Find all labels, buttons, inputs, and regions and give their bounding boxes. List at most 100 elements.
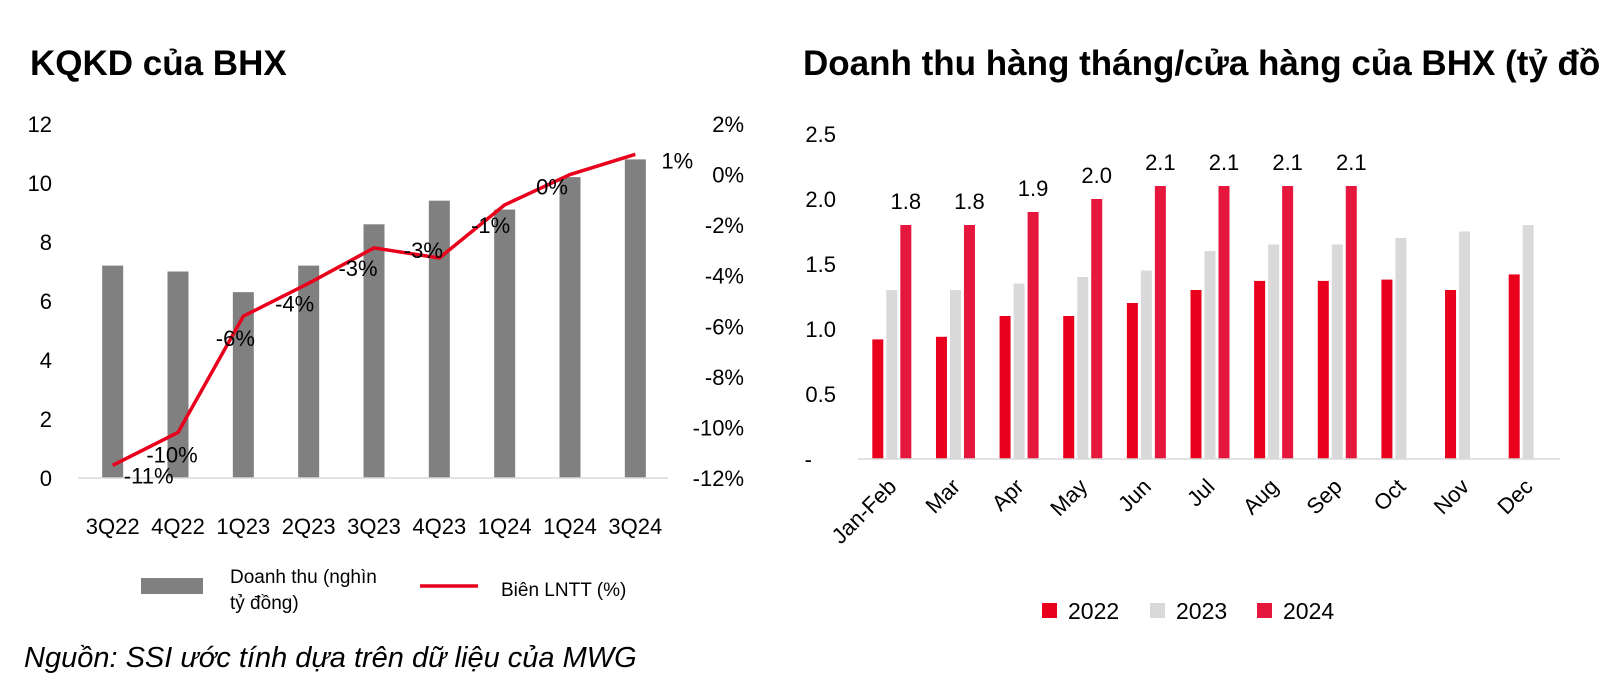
- y-tick-label: 0.5: [805, 382, 836, 407]
- bar-2022: [1317, 280, 1329, 459]
- y-tick-label: 2.5: [805, 122, 836, 147]
- margin-data-labels: -11%-10% -6% -4% -3% -3% -1% 0% 1%: [124, 148, 693, 488]
- bar-2022: [872, 339, 884, 459]
- right-y-axis: -12% -10% -8% -6% -4% -2% 0% 2%: [693, 112, 744, 491]
- bar-2024: [1027, 212, 1039, 459]
- legend-swatch-2024: [1257, 603, 1272, 618]
- x-tick-label: 2Q23: [282, 514, 336, 539]
- left-chart-title: KQKD của BHX: [30, 44, 287, 83]
- bar-2024: [1218, 186, 1230, 459]
- revenue-bar: [102, 265, 124, 478]
- margin-data-label: -11%: [124, 463, 174, 488]
- bar-2024: [1154, 186, 1166, 459]
- margin-data-label: 1%: [661, 148, 693, 173]
- y-right-tick-label: -6%: [705, 314, 744, 339]
- x-tick-label: Dec: [1492, 474, 1537, 519]
- x-tick-label: 4Q22: [151, 514, 205, 539]
- legend-swatch-2023: [1150, 603, 1165, 618]
- y-left-tick-label: 8: [40, 230, 52, 255]
- y-right-tick-label: -10%: [693, 415, 744, 440]
- revenue-bar: [363, 224, 385, 478]
- monthly-data-labels: 1.8 1.8 1.9 2.0 2.1 2.1 2.1 2.1: [891, 150, 1367, 214]
- data-label-2024: 2.1: [1272, 150, 1303, 175]
- data-label-2024: 1.8: [954, 189, 985, 214]
- bar-2022: [1190, 290, 1202, 459]
- x-tick-label: 4Q23: [412, 514, 466, 539]
- x-tick-label: Sep: [1301, 474, 1346, 519]
- legend-label-revenue-line2: tỷ đồng): [230, 593, 299, 614]
- legend-label-2023: 2023: [1176, 598, 1227, 624]
- right-chart-y-axis: - 0.5 1.0 1.5 2.0 2.5: [805, 122, 836, 472]
- right-chart-title: Doanh thu hàng tháng/cửa hàng của BHX (t…: [803, 44, 1600, 83]
- x-tick-label: Jun: [1113, 474, 1156, 517]
- legend-label-margin: Biên LNTT (%): [501, 580, 626, 601]
- bar-2023: [1522, 225, 1534, 459]
- monthly-bars: [872, 186, 1534, 459]
- x-tick-label: May: [1045, 474, 1092, 521]
- x-tick-label: 1Q24: [478, 514, 532, 539]
- x-tick-label: 1Q24: [543, 514, 597, 539]
- y-right-tick-label: -8%: [705, 365, 744, 390]
- revenue-bar: [232, 292, 254, 478]
- bar-2023: [1013, 283, 1025, 459]
- margin-line: [111, 152, 636, 467]
- x-tick-label: Apr: [987, 474, 1029, 516]
- bar-2023: [1459, 231, 1471, 459]
- left-x-axis: 3Q22 4Q22 1Q23 2Q23 3Q23 4Q23 1Q24 1Q24 3Q24: [86, 514, 662, 539]
- margin-data-label: -1%: [471, 213, 510, 238]
- bar-2022: [999, 316, 1011, 459]
- bar-2023: [1077, 277, 1089, 459]
- bar-2023: [1140, 270, 1152, 459]
- bar-2022: [1381, 279, 1393, 459]
- bar-2024: [1282, 186, 1294, 459]
- x-tick-label: 3Q23: [347, 514, 401, 539]
- y-left-tick-label: 10: [28, 171, 52, 196]
- y-right-tick-label: -12%: [693, 466, 744, 491]
- x-tick-label: 1Q23: [216, 514, 270, 539]
- x-tick-label: Jan-Feb: [827, 474, 902, 549]
- y-tick-label: 2.0: [805, 187, 836, 212]
- left-y-axis: 0 2 4 6 8 10 12: [28, 112, 52, 491]
- revenue-bar: [298, 265, 320, 478]
- y-right-tick-label: 0%: [712, 163, 744, 188]
- margin-data-label: 0%: [536, 175, 568, 200]
- x-tick-label: Nov: [1429, 474, 1474, 519]
- bar-2023: [886, 290, 898, 459]
- legend-label-2024: 2024: [1283, 598, 1334, 624]
- y-left-tick-label: 12: [28, 112, 52, 137]
- data-label-2024: 2.1: [1209, 150, 1240, 175]
- data-label-2024: 1.8: [891, 189, 922, 214]
- y-tick-label: 1.5: [805, 252, 836, 277]
- legend-label-revenue-line1: Doanh thu (nghìn: [230, 567, 377, 588]
- bar-2022: [1445, 290, 1457, 459]
- margin-data-label: -4%: [275, 291, 314, 316]
- bar-2024: [900, 225, 912, 459]
- data-label-2024: 2.1: [1145, 150, 1176, 175]
- y-tick-label: -: [805, 447, 812, 472]
- right-chart: - 0.5 1.0 1.5 2.0 2.5 1.8 1.8 1.9 2.0 2.1 2.1 2.1 2.…: [805, 122, 1560, 624]
- data-label-2024: 2.1: [1336, 150, 1367, 175]
- margin-data-label: -6%: [216, 326, 255, 351]
- bar-2023: [949, 290, 961, 459]
- x-tick-label: 3Q24: [608, 514, 662, 539]
- y-right-tick-label: 2%: [712, 112, 744, 137]
- revenue-bar: [624, 159, 646, 478]
- bar-2022: [1126, 303, 1138, 459]
- y-tick-label: 1.0: [805, 317, 836, 342]
- bar-2023: [1204, 251, 1216, 459]
- data-label-2024: 1.9: [1018, 176, 1049, 201]
- revenue-bar: [428, 200, 450, 478]
- x-tick-label: Oct: [1369, 474, 1411, 516]
- bar-2024: [1091, 199, 1103, 459]
- x-tick-label: 3Q22: [86, 514, 140, 539]
- y-left-tick-label: 2: [40, 407, 52, 432]
- y-left-tick-label: 0: [40, 466, 52, 491]
- margin-data-label: -10%: [146, 442, 197, 467]
- bar-2023: [1331, 244, 1343, 459]
- revenue-bars: [102, 159, 646, 479]
- bar-2023: [1268, 244, 1280, 459]
- bar-2022: [935, 336, 947, 459]
- bar-2023: [1395, 238, 1407, 459]
